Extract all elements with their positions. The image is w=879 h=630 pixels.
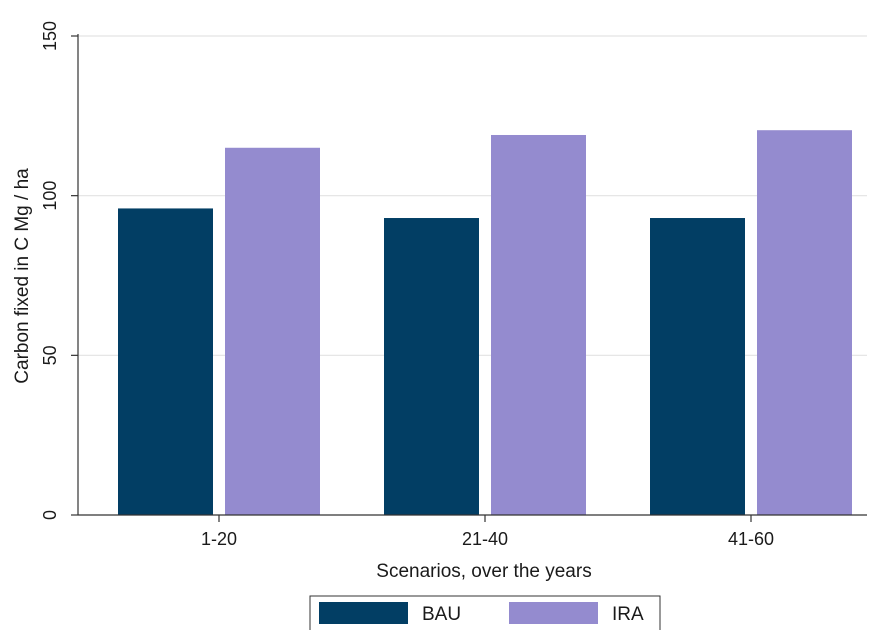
legend-swatch-bau <box>319 602 408 624</box>
bar-ira-1-20 <box>225 147 320 515</box>
x-tick-label: 1-20 <box>201 529 237 549</box>
bar-bau-21-40 <box>384 218 479 515</box>
bar-bau-41-60 <box>650 218 745 515</box>
y-axis-title: Carbon fixed in C Mg / ha <box>12 168 33 384</box>
y-tick-label: 100 <box>40 181 60 211</box>
x-axis-ticks: 1-20 21-40 41-60 <box>201 515 774 549</box>
y-tick-label: 0 <box>40 510 60 520</box>
y-tick-label: 50 <box>40 345 60 365</box>
legend-label-bau: BAU <box>422 604 461 625</box>
legend: BAU IRA <box>309 595 661 630</box>
x-tick-label: 21-40 <box>462 529 508 549</box>
x-axis-title: Scenarios, over the years <box>376 561 591 582</box>
y-axis-ticks: 0 50 100 150 <box>40 21 78 520</box>
legend-label-ira: IRA <box>612 604 644 625</box>
bar-bau-1-20 <box>118 208 213 515</box>
y-tick-label: 150 <box>40 21 60 51</box>
x-tick-label: 41-60 <box>728 529 774 549</box>
legend-swatch-ira <box>509 602 598 624</box>
bar-ira-41-60 <box>757 130 852 515</box>
bars <box>118 130 852 515</box>
bar-ira-21-40 <box>491 134 586 515</box>
